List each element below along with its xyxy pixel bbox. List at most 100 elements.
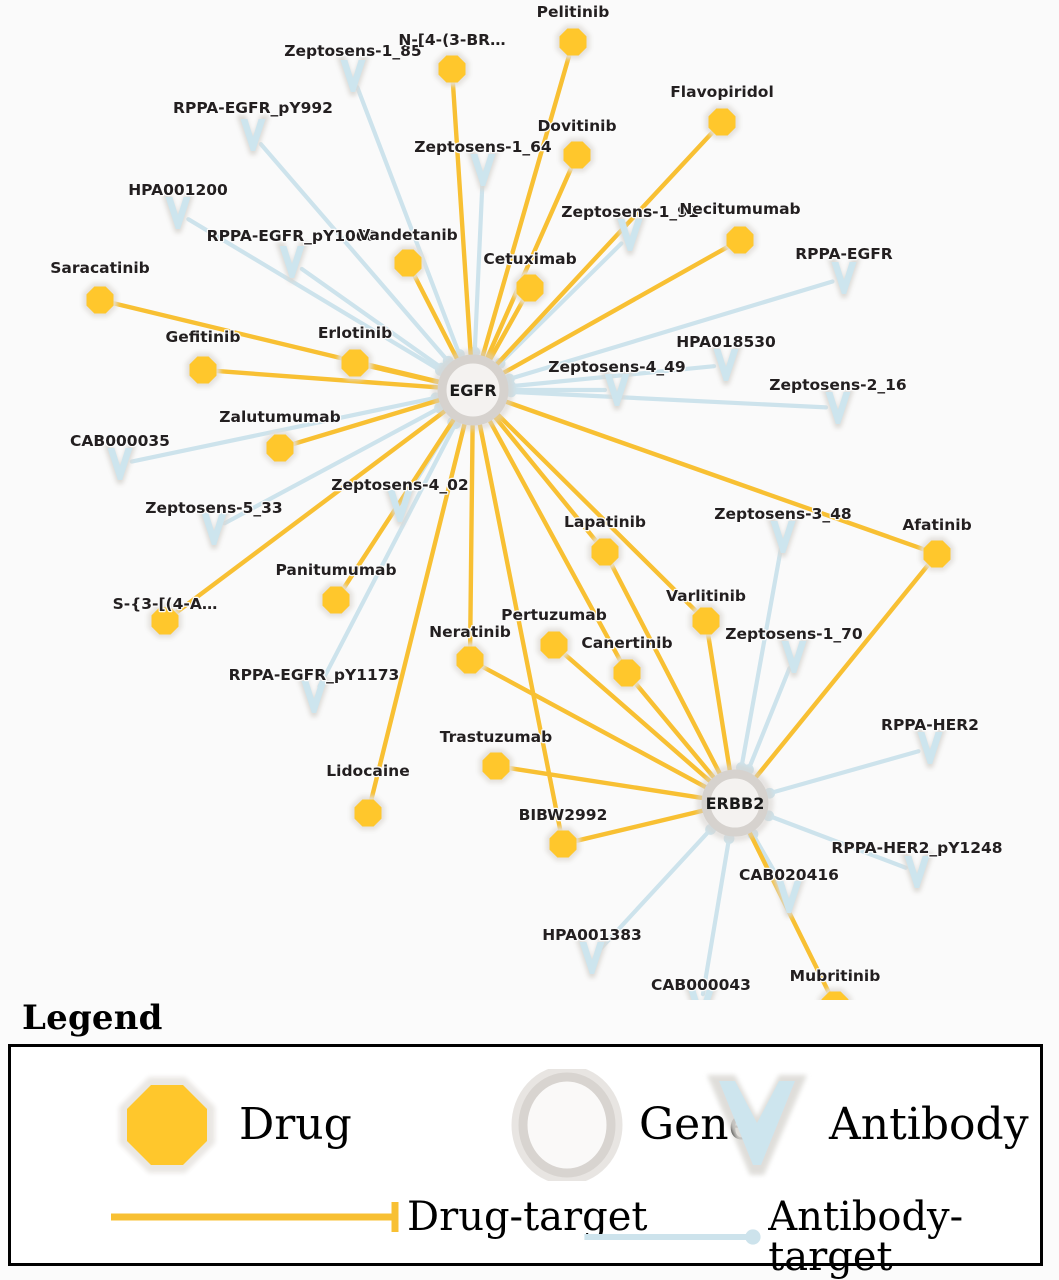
drug-target-edge — [467, 423, 475, 653]
drug-node[interactable] — [394, 249, 422, 277]
drug-node[interactable] — [456, 646, 484, 674]
node-label: Pelitinib — [537, 3, 610, 21]
antibody-target-edge — [258, 141, 451, 364]
antibody-node[interactable] — [825, 392, 851, 424]
gene-node-label: ERBB2 — [706, 794, 765, 813]
drug-node[interactable] — [341, 349, 369, 377]
drug-target-edge — [559, 649, 712, 783]
node-label: BIBW2992 — [519, 806, 608, 824]
antibody-node[interactable] — [917, 732, 943, 764]
gene-node-label: EGFR — [449, 381, 496, 400]
node-label: Zeptosens-4_49 — [548, 358, 685, 376]
antibody-node[interactable] — [831, 262, 857, 294]
node-label: Gefitinib — [166, 328, 241, 346]
gene-nodes[interactable]: EGFR ERBB2 — [432, 349, 774, 842]
antibody-node[interactable] — [688, 990, 714, 1000]
drug-node[interactable] — [482, 752, 510, 780]
antibody-node[interactable] — [165, 197, 191, 229]
drug-node[interactable] — [563, 141, 591, 169]
drug-target-edge-icon — [111, 1202, 399, 1232]
antibody-nodes[interactable] — [103, 56, 947, 1000]
drug-target-edge — [504, 399, 930, 553]
antibody-node[interactable] — [470, 154, 496, 186]
node-label: Zeptosens-1_85 — [284, 42, 421, 60]
antibody-node[interactable] — [579, 942, 605, 974]
antibody-node[interactable] — [240, 119, 266, 151]
drug-node[interactable] — [438, 55, 466, 83]
drug-target-edge — [480, 49, 573, 358]
antibody-node[interactable] — [201, 513, 227, 545]
antibody-node[interactable] — [387, 490, 413, 522]
node-label: Zalutumumab — [219, 408, 340, 426]
drug-node[interactable] — [549, 830, 577, 858]
antibody-node[interactable] — [340, 60, 366, 92]
drug-octagon-icon — [119, 1077, 215, 1173]
antibody-target-edge — [766, 813, 908, 870]
antibody-node[interactable] — [781, 641, 807, 673]
drug-nodes[interactable] — [83, 25, 954, 1000]
node-label: Vandetanib — [358, 226, 458, 244]
drug-node[interactable] — [322, 586, 350, 614]
drug-target-edge — [362, 363, 441, 385]
gene-node[interactable] — [701, 769, 769, 837]
gene-node[interactable] — [437, 354, 509, 426]
node-label: Cetuximab — [483, 250, 576, 268]
legend-node-row: Drug Gene Antibody — [11, 1059, 1040, 1181]
legend-item-antibody: Antibody — [701, 1069, 1029, 1181]
node-label: Zeptosens-3_48 — [714, 505, 851, 523]
node-label: Lapatinib — [564, 513, 646, 531]
node-label: RPPA-HER2 — [881, 716, 979, 734]
antibody-node[interactable] — [770, 521, 796, 553]
drug-node[interactable] — [821, 991, 849, 1001]
antibody-node[interactable] — [617, 219, 643, 251]
node-label: Lidocaine — [326, 762, 409, 780]
node-label: Zeptosens-4_02 — [331, 476, 468, 494]
drug-node[interactable] — [613, 659, 641, 687]
node-label: Canertinib — [581, 634, 672, 652]
antibody-node[interactable] — [713, 349, 739, 381]
node-label: HPA001383 — [542, 926, 642, 944]
node-label: Pertuzumab — [501, 606, 607, 624]
drug-node[interactable] — [559, 28, 587, 56]
antibody-node[interactable] — [301, 681, 327, 713]
drug-target-edge — [503, 765, 704, 800]
legend-item-gene: Gene — [511, 1069, 755, 1181]
drug-target-edge — [502, 242, 734, 375]
legend-panel: Legend Drug Gene — [0, 998, 1059, 1280]
drug-node[interactable] — [354, 799, 382, 827]
drug-target-edge — [488, 294, 528, 361]
drug-node[interactable] — [151, 607, 179, 635]
antibody-node[interactable] — [604, 374, 630, 406]
drug-node[interactable] — [708, 108, 736, 136]
antibody-node[interactable] — [107, 448, 133, 480]
drug-target-edge — [496, 413, 702, 617]
node-label: N-[4-(3-BR… — [398, 31, 505, 49]
legend-label-drug: Drug — [239, 1099, 352, 1150]
gene-ring-icon — [511, 1069, 623, 1181]
drug-target-edge — [485, 161, 576, 360]
drug-node[interactable] — [591, 538, 619, 566]
drug-node[interactable] — [726, 226, 754, 254]
node-label: CAB000043 — [651, 976, 751, 994]
antibody-node[interactable] — [904, 856, 930, 888]
antibody-node[interactable] — [776, 881, 802, 913]
drug-node[interactable] — [540, 631, 568, 659]
antibody-node[interactable] — [279, 246, 305, 278]
drug-node[interactable] — [923, 540, 951, 568]
drug-target-edge — [488, 419, 625, 667]
drug-target-edge — [631, 678, 716, 780]
drug-node[interactable] — [692, 607, 720, 635]
node-label: Zeptosens-2_16 — [769, 376, 906, 394]
drug-node[interactable] — [266, 434, 294, 462]
drug-node[interactable] — [86, 286, 114, 314]
antibody-target-edge — [739, 546, 783, 770]
node-label: Saracatinib — [50, 259, 150, 277]
drug-node[interactable] — [516, 274, 544, 302]
node-label: Neratinib — [429, 623, 511, 641]
antibody-target-edge — [186, 217, 443, 373]
node-label: Dovitinib — [537, 117, 616, 135]
node-label: Varlitinib — [666, 587, 746, 605]
drug-node[interactable] — [189, 356, 217, 384]
node-label: CAB000035 — [70, 432, 170, 450]
